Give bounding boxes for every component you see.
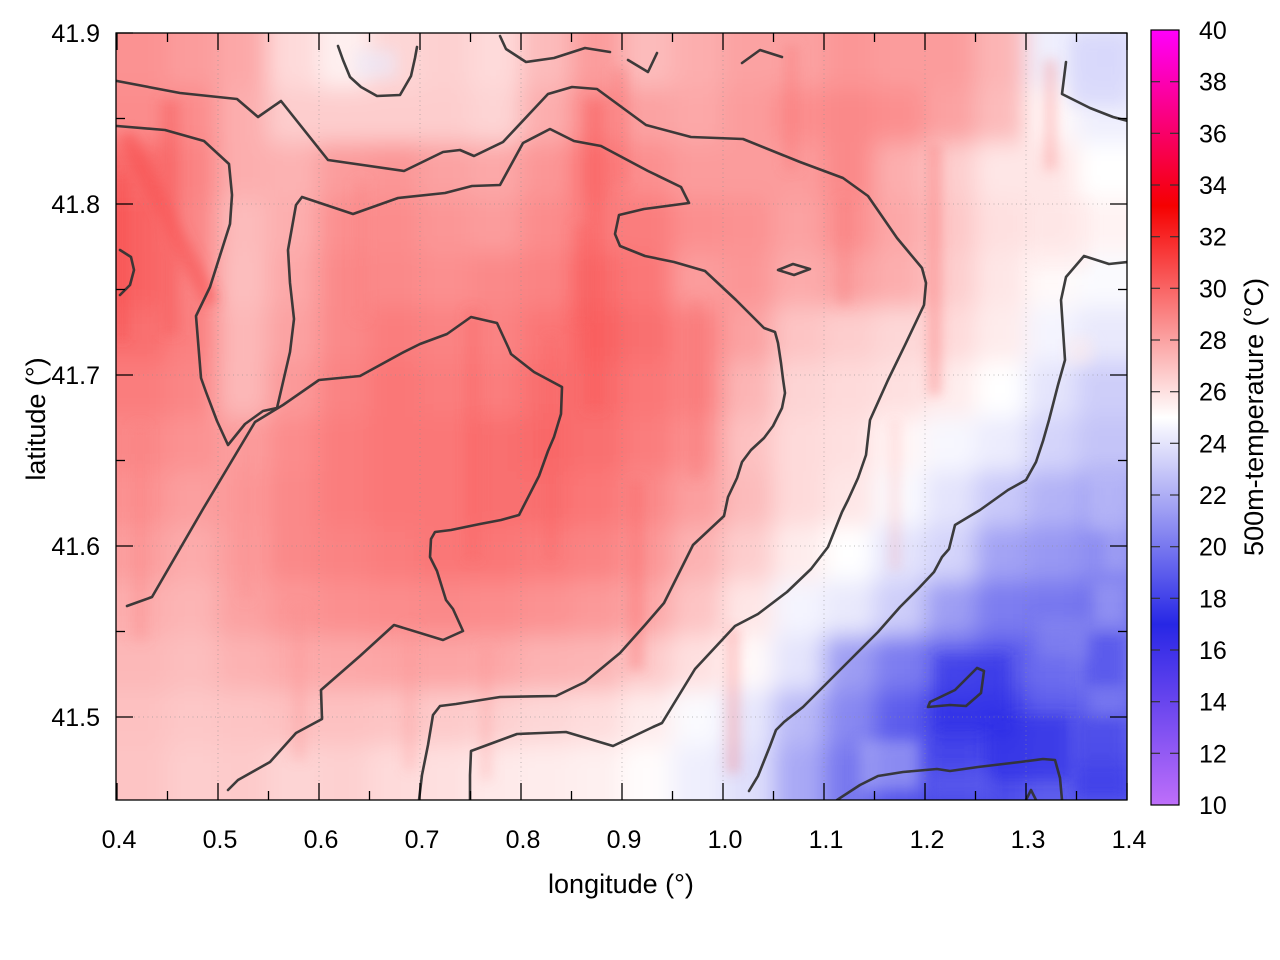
svg-text:20: 20 <box>1199 534 1227 562</box>
svg-text:24: 24 <box>1199 430 1227 458</box>
svg-text:0.7: 0.7 <box>405 826 440 854</box>
svg-text:0.5: 0.5 <box>203 826 238 854</box>
svg-text:32: 32 <box>1199 224 1227 252</box>
svg-text:41.7: 41.7 <box>51 362 100 390</box>
svg-text:22: 22 <box>1199 482 1227 510</box>
svg-text:longitude (°): longitude (°) <box>548 869 694 899</box>
svg-text:0.9: 0.9 <box>607 826 642 854</box>
svg-text:18: 18 <box>1199 585 1227 613</box>
svg-text:500m-temperature (°C): 500m-temperature (°C) <box>1239 278 1269 556</box>
svg-text:26: 26 <box>1199 379 1227 407</box>
svg-text:34: 34 <box>1199 172 1227 200</box>
svg-text:1.4: 1.4 <box>1112 826 1147 854</box>
svg-text:1.3: 1.3 <box>1011 826 1046 854</box>
svg-text:12: 12 <box>1199 740 1227 768</box>
svg-text:0.4: 0.4 <box>102 826 137 854</box>
svg-text:16: 16 <box>1199 637 1227 665</box>
svg-text:30: 30 <box>1199 275 1227 303</box>
svg-text:latitude (°): latitude (°) <box>21 357 51 480</box>
svg-text:0.8: 0.8 <box>506 826 541 854</box>
svg-text:1.0: 1.0 <box>708 826 743 854</box>
svg-text:40: 40 <box>1199 17 1227 45</box>
svg-text:36: 36 <box>1199 120 1227 148</box>
svg-text:10: 10 <box>1199 792 1227 820</box>
svg-text:41.9: 41.9 <box>51 20 100 48</box>
svg-text:14: 14 <box>1199 689 1227 717</box>
svg-text:1.2: 1.2 <box>910 826 945 854</box>
svg-text:1.1: 1.1 <box>809 826 844 854</box>
svg-text:41.5: 41.5 <box>51 704 100 732</box>
svg-text:41.6: 41.6 <box>51 533 100 561</box>
svg-text:41.8: 41.8 <box>51 191 100 219</box>
svg-text:0.6: 0.6 <box>304 826 339 854</box>
svg-text:28: 28 <box>1199 327 1227 355</box>
svg-text:38: 38 <box>1199 69 1227 97</box>
